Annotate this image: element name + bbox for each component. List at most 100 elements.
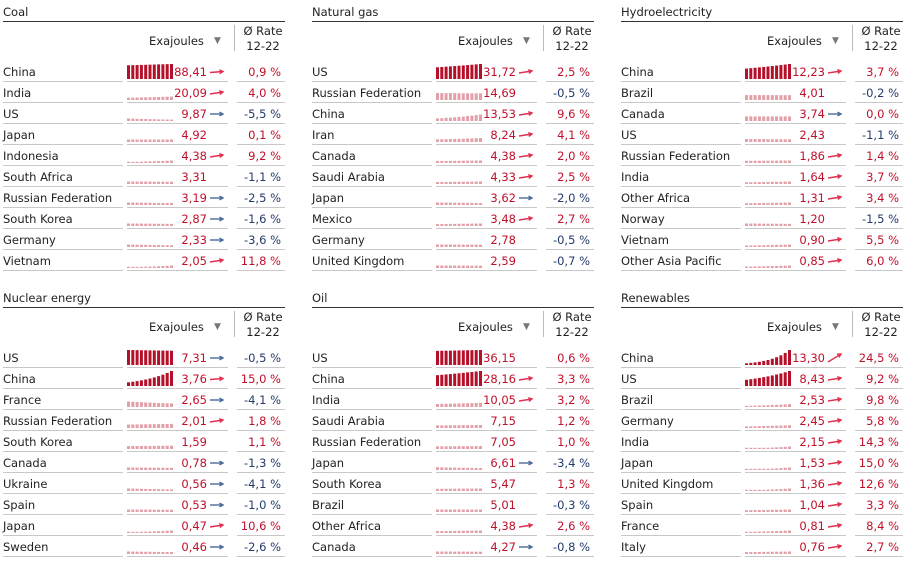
sparkline-bar — [127, 531, 130, 533]
trend-arrow-icon — [827, 236, 843, 242]
sparkline-bar — [157, 119, 161, 121]
sort-down-icon[interactable]: ▼ — [214, 36, 221, 46]
country-name: Germany — [3, 233, 56, 247]
trend-arrow — [518, 373, 534, 385]
row-divider — [546, 270, 594, 271]
trend-arrow-icon — [518, 110, 534, 116]
sparkline-bar — [453, 66, 457, 79]
value-label: 0,53 — [181, 498, 207, 512]
row-divider — [237, 207, 285, 208]
sparkline-bar — [779, 551, 783, 554]
row-divider — [127, 556, 228, 557]
sparkline-bar — [139, 551, 143, 554]
table-row: China 13,30 24,5 % — [621, 347, 903, 368]
sparkline-bar — [470, 160, 474, 163]
row-divider — [3, 102, 123, 103]
sort-down-icon[interactable]: ▼ — [832, 36, 839, 46]
value-label: 5,01 — [490, 498, 516, 512]
row-divider — [237, 165, 285, 166]
row-divider — [621, 409, 741, 410]
sparkline-bar — [479, 244, 482, 247]
sparkline-bar — [161, 202, 165, 205]
sparkline-bar — [466, 265, 470, 268]
sparkline-bar — [783, 352, 787, 365]
rate-header-line2: 12-22 — [246, 39, 280, 53]
sparkline-bar — [448, 181, 452, 184]
row-divider — [745, 514, 846, 515]
sparkline-bar — [783, 509, 787, 512]
sparkline-bar — [135, 97, 139, 100]
sparkline-bar — [131, 424, 135, 428]
panel-title: Natural gas — [312, 5, 379, 19]
sparkline-bar — [144, 350, 148, 365]
sparkline-bar — [453, 160, 457, 163]
sparkline-bar — [144, 467, 148, 470]
value-label: 4,38 — [490, 519, 516, 533]
sparkline — [745, 147, 793, 163]
sparkline-bar — [148, 350, 152, 365]
sparkline-bar — [440, 374, 444, 386]
sparkline-bar — [161, 489, 165, 491]
row-divider — [3, 270, 123, 271]
trend-arrow — [209, 373, 225, 385]
rate-label: 2,0 % — [557, 149, 590, 163]
country-name: Russian Federation — [621, 149, 731, 163]
sparkline-bar — [474, 202, 478, 205]
row-divider — [237, 535, 285, 536]
sparkline-chart — [127, 118, 173, 121]
sparkline-bar — [453, 265, 457, 268]
sparkline-bar — [762, 245, 766, 247]
country-name: India — [312, 393, 341, 407]
sparkline-bar — [144, 97, 148, 100]
table-row: Other Africa 4,38 2,6 % — [312, 515, 594, 536]
row-divider — [127, 186, 228, 187]
row-divider — [546, 207, 594, 208]
table-row: Russian Federation 7,05 1,0 % — [312, 431, 594, 452]
country-name: India — [3, 86, 32, 100]
sparkline-bar — [161, 265, 165, 268]
sparkline-bar — [470, 115, 474, 121]
value-label: 3,62 — [490, 191, 516, 205]
sparkline-bar — [770, 181, 774, 184]
trend-arrow-icon — [827, 213, 843, 225]
sparkline-bar — [783, 551, 787, 554]
sparkline-bar — [453, 181, 457, 184]
sparkline-bar — [144, 551, 148, 554]
sparkline-bar — [474, 467, 478, 470]
sparkline-bar — [127, 139, 130, 142]
trend-arrow-icon — [518, 215, 534, 221]
sparkline-bar — [753, 266, 757, 268]
sparkline-bar — [749, 447, 753, 449]
sparkline-bar — [135, 467, 139, 470]
country-name: South Korea — [3, 212, 73, 226]
sparkline-bar — [448, 446, 452, 449]
sparkline-bar — [161, 467, 165, 470]
country-name: South Korea — [312, 477, 382, 491]
sort-down-icon[interactable]: ▼ — [523, 322, 530, 332]
sort-down-icon[interactable]: ▼ — [523, 36, 530, 46]
sparkline-chart — [436, 64, 482, 79]
value-label: 3,76 — [181, 372, 207, 386]
trend-arrow-icon — [210, 111, 225, 117]
row-divider — [312, 186, 432, 187]
country-name: US — [312, 351, 328, 365]
sparkline-bar — [461, 265, 465, 268]
trend-arrow — [209, 520, 225, 532]
sparkline-bar — [470, 446, 474, 449]
sparkline-bar — [457, 509, 461, 512]
sparkline-bar — [436, 244, 439, 247]
sort-down-icon[interactable]: ▼ — [832, 322, 839, 332]
sparkline-chart — [436, 93, 482, 100]
sort-down-icon[interactable]: ▼ — [214, 322, 221, 332]
sparkline-bar — [466, 181, 470, 184]
sparkline — [436, 370, 484, 386]
sparkline-bar — [788, 530, 791, 533]
sparkline-bar — [770, 551, 774, 554]
sparkline-bar — [788, 551, 791, 554]
rate-label: 3,2 % — [557, 393, 590, 407]
sparkline-bar — [139, 202, 143, 205]
sparkline — [127, 147, 175, 163]
trend-arrow — [827, 213, 843, 225]
row-divider — [546, 451, 594, 452]
rate-label: 11,8 % — [240, 254, 281, 268]
